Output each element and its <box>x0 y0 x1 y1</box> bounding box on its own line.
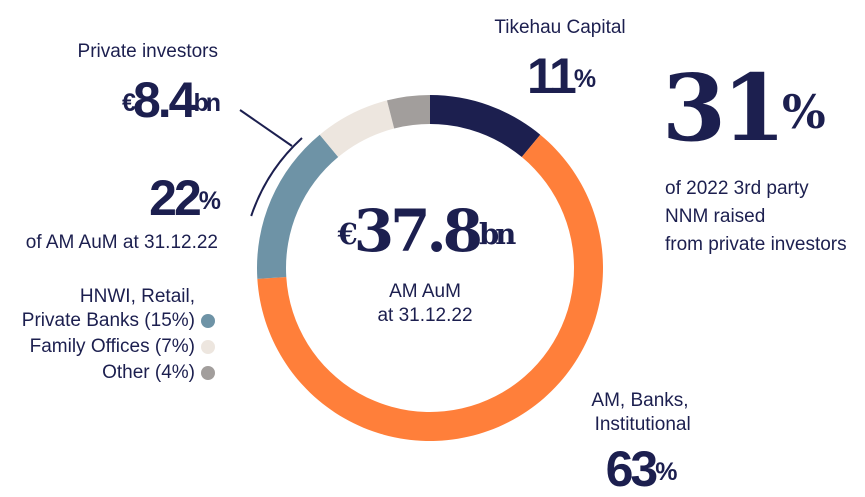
private-title: Private investors <box>78 41 218 62</box>
donut-segment <box>257 134 339 279</box>
legend-swatch <box>201 314 215 328</box>
legend-swatch <box>201 340 215 354</box>
private-share-note: of AM AuM at 31.12.22 <box>26 232 218 253</box>
donut-segment <box>430 95 541 158</box>
nnm-note: from private investors <box>665 234 847 255</box>
donut-segment <box>257 134 603 442</box>
category-label: AM, Banks, Institutional <box>589 390 690 435</box>
category-label: Tikehau Capital <box>494 17 625 38</box>
center-sublabel: at 31.12.22 <box>377 305 472 326</box>
private-leader <box>239 109 293 147</box>
legend-label: HNWI, Retail, Private Banks (15%) <box>17 286 195 331</box>
donut-segment <box>386 95 430 129</box>
private-bracket <box>250 137 303 217</box>
legend-swatch <box>201 366 215 380</box>
legend-label: Other (4%) <box>102 362 195 383</box>
nnm-note: of 2022 3rd party <box>665 178 809 199</box>
private-share: 22% <box>149 170 221 226</box>
nnm-share: 31% <box>662 54 825 162</box>
center-label: €37.8bn <box>337 197 517 265</box>
donut-segment <box>319 100 395 158</box>
legend-label: Family Offices (7%) <box>30 336 195 357</box>
value-label: 63% <box>606 441 678 497</box>
nnm-note: NNM raised <box>665 206 765 227</box>
value-label: 11% <box>527 48 596 104</box>
private-amount: €8.4bn <box>122 72 220 128</box>
center-sublabel: AM AuM <box>389 281 461 302</box>
